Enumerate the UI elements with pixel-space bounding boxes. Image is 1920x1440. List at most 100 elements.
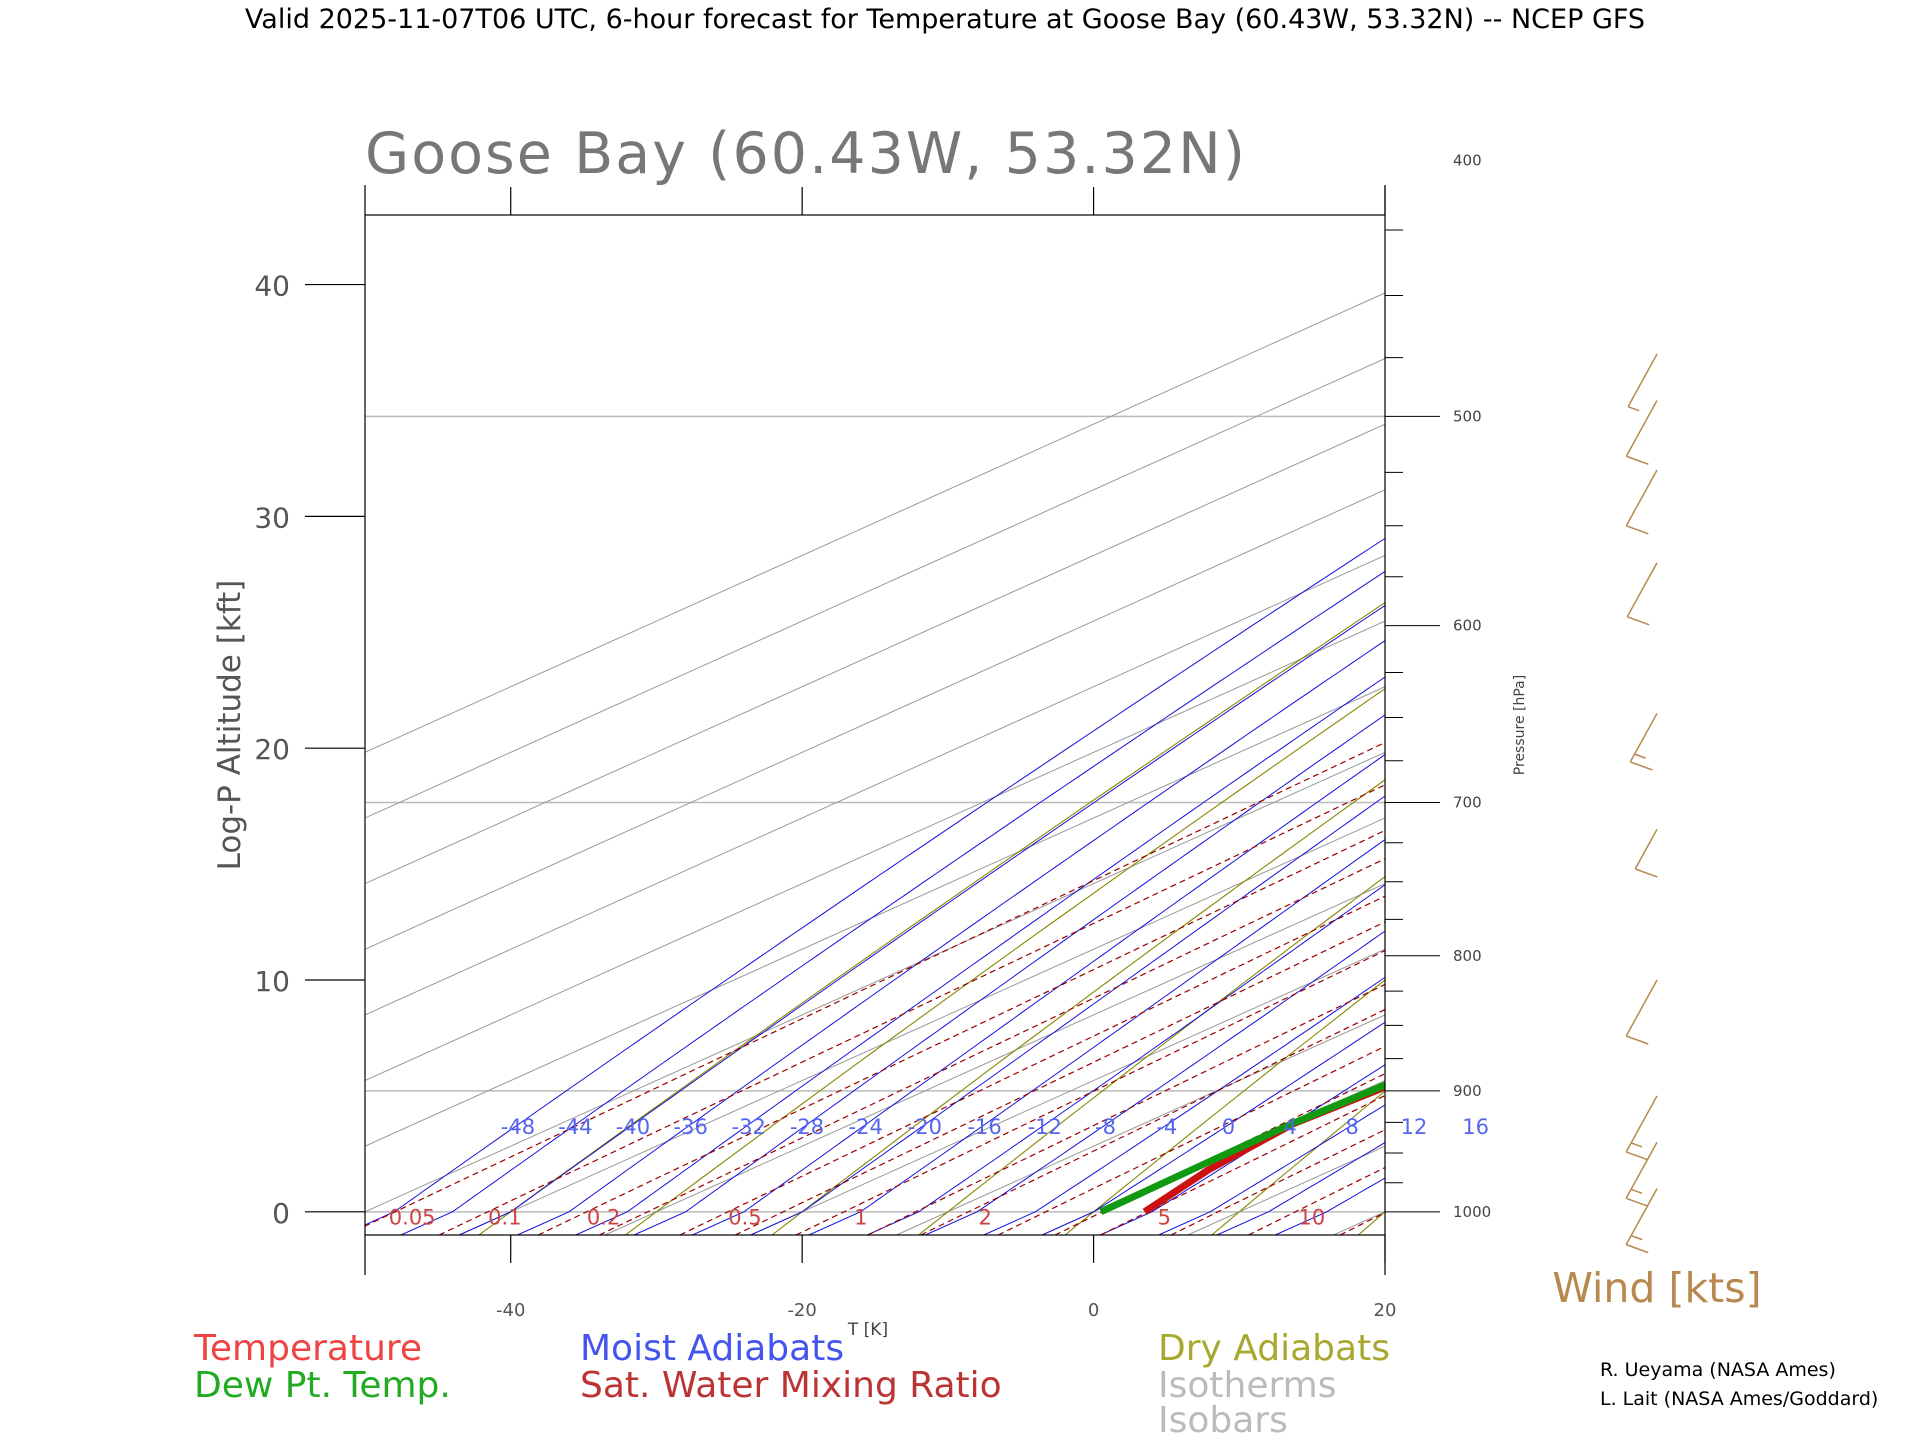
mixing-ratio-label: 0.05 [389,1206,436,1230]
pressure-tick-label: 1000 [1453,1203,1491,1221]
mixing-ratio-label: 10 [1298,1206,1325,1230]
moist-adiabat-label: -16 [967,1115,1001,1139]
wind-barb-half [1627,406,1640,412]
y-tick-label: 0 [272,1197,290,1230]
wind-barb [1625,979,1658,1045]
moist-adiabat-label: 16 [1462,1115,1489,1139]
moist-adiabat-label: 4 [1284,1115,1297,1139]
isotherm-lines [365,292,1385,1235]
moist-adiabat-line [365,537,1385,1226]
isotherm-line [1187,1145,1385,1235]
moist-adiabat-label: -20 [908,1115,942,1139]
moist-adiabat-label: -8 [1095,1115,1116,1139]
moist-adiabat-lines [365,537,1385,1235]
dry-adiabat-line [1064,979,1385,1235]
legend-isotherms: Isotherms [1158,1365,1336,1406]
pressure-tick-label: 500 [1453,407,1482,425]
moist-adiabat-label: -32 [732,1115,766,1139]
wind-barb-half [1634,753,1646,759]
dry-adiabat-line [1651,215,1920,1235]
isotherm-line [365,620,1385,1082]
mixing-ratio-line [438,784,1385,1235]
wind-barb-staff [1625,469,1658,527]
mixing-ratio-label: 1 [854,1206,867,1230]
wind-barb [1634,828,1658,878]
wind-barb-staff [1625,979,1658,1037]
mixing-ratio-line [1100,1094,1385,1235]
isotherm-line [365,751,1385,1213]
wind-barb-flag [1634,868,1658,878]
wind-barb-staff [1625,1188,1658,1245]
moist-adiabat-line [750,795,1385,1235]
isotherm-line [365,423,1385,885]
moist-adiabat-label: -12 [1028,1115,1062,1139]
moist-adiabat-line [575,676,1385,1235]
moist-adiabat-line [808,838,1385,1235]
dry-adiabat-line [771,779,1385,1235]
mixing-ratio-line [1248,1166,1385,1235]
wind-barb [1625,1188,1658,1254]
moist-adiabat-label: -44 [558,1115,592,1139]
moist-adiabat-line [459,604,1385,1235]
profile-series [1099,1081,1385,1215]
wind-barb [1625,1141,1658,1207]
wind-barb-half [1630,1188,1643,1194]
isotherm-line [365,489,1385,950]
moist-adiabat-label: -36 [674,1115,708,1139]
x-tick-label: -40 [496,1300,525,1321]
moist-adiabat-line [1100,1064,1385,1235]
x-axis-label: T [K] [847,1320,888,1340]
moist-adiabat-line [692,753,1385,1235]
y-tick-label: 20 [254,733,290,766]
credit-line-1: R. Ueyama (NASA Ames) [1600,1359,1836,1381]
moist-adiabat-line [633,714,1385,1235]
wind-barb-half [1630,1142,1643,1148]
wind-barb [1625,469,1658,535]
mixing-ratio-label: 5 [1158,1206,1171,1230]
wind-barb-half [1630,1234,1643,1241]
moist-adiabat-line [867,884,1385,1235]
wind-barb-flag [1625,1197,1649,1207]
isotherm-line [604,883,1385,1235]
y-tick-label: 10 [254,965,290,998]
chart-title: Goose Bay (60.43W, 53.32N) [365,121,1245,187]
moist-adiabat-line [517,640,1385,1235]
y2-axis-label: Pressure [hPa] [1512,675,1528,775]
wind-barb-staff [1634,828,1658,870]
moist-adiabat-label: -24 [849,1115,883,1139]
wind-barb-staff [1627,353,1658,408]
moist-adiabat-line [1216,1141,1385,1235]
header-title: Valid 2025-11-07T06 UTC, 6-hour forecast… [245,4,1645,35]
isotherm-line [365,292,1385,753]
moist-adiabat-label: -48 [501,1115,535,1139]
contour-labels: -48 -44 -40 -36 -32 -28 -24 -20 -16 -12 -8 -4 0 4 8 12 1… [389,1115,1489,1230]
dewpoint-line [1099,1081,1385,1215]
moist-adiabat-label: -4 [1156,1115,1177,1139]
dry-adiabat-line [1357,1211,1385,1235]
legend-moist-adiabats: Moist Adiabats [580,1328,844,1369]
isotherm-line [365,554,1385,1016]
mixing-ratio-label: 0.2 [587,1206,620,1230]
pressure-tick-label: 900 [1453,1082,1482,1100]
moist-adiabat-label: -28 [790,1115,824,1139]
wind-barb-staff [1625,400,1658,457]
credit-line-2: L. Lait (NASA Ames/Goddard) [1600,1388,1878,1410]
y-tick-label: 30 [254,501,290,534]
wind-barb-flag [1625,1243,1649,1254]
moist-adiabat-line [983,976,1385,1235]
moist-adiabat-line [1041,1021,1385,1235]
pressure-tick-label: 800 [1453,947,1482,965]
wind-barb-staff [1625,1095,1658,1153]
mixing-ratio-line [365,741,1385,1227]
wind-barb [1625,400,1658,465]
pressure-tick-label: 600 [1453,617,1482,635]
dry-adiabat-line [478,602,1385,1235]
mixing-ratio-line [679,895,1385,1235]
isotherm-line [896,1014,1385,1235]
isotherm-line [365,357,1385,819]
wind-barb-flag [1626,455,1649,465]
mixing-ratio-line [867,983,1385,1235]
axes: -40-200200102030402003004005006007008009… [254,151,1491,1321]
